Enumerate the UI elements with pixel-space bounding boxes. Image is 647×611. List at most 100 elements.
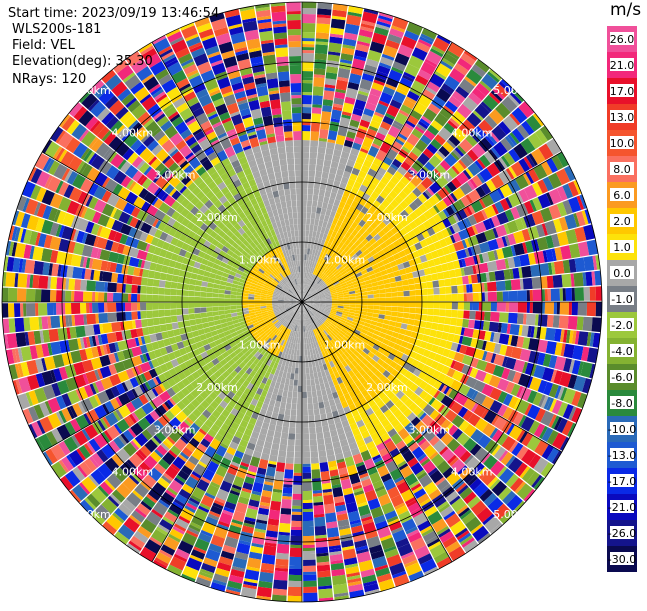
velocity-gate xyxy=(322,105,332,112)
velocity-gate xyxy=(592,317,602,332)
velocity-gate xyxy=(445,286,452,294)
velocity-gate xyxy=(324,401,330,408)
velocity-gate xyxy=(5,272,15,287)
velocity-gate xyxy=(302,125,311,131)
velocity-gate xyxy=(451,286,458,294)
velocity-gate xyxy=(176,303,182,309)
velocity-gate xyxy=(406,273,413,280)
velocity-gate xyxy=(325,512,337,522)
velocity-gate xyxy=(489,272,496,282)
velocity-gate xyxy=(17,273,27,287)
velocity-gate xyxy=(212,307,218,312)
velocity-gate xyxy=(362,299,368,302)
velocity-gate xyxy=(311,207,316,214)
velocity-gate xyxy=(467,293,473,301)
velocity-gate xyxy=(303,434,310,440)
velocity-gate xyxy=(499,333,510,344)
velocity-gate xyxy=(584,287,590,301)
velocity-gate xyxy=(302,350,305,356)
velocity-gate xyxy=(292,500,302,506)
velocity-gate xyxy=(421,308,427,314)
velocity-gate xyxy=(274,571,288,581)
velocity-gate xyxy=(295,362,299,368)
velocity-gate xyxy=(92,259,103,271)
velocity-gate xyxy=(14,303,20,317)
velocity-gate xyxy=(302,224,306,230)
velocity-gate xyxy=(374,302,380,306)
velocity-gate xyxy=(153,279,160,287)
velocity-gate xyxy=(379,289,386,294)
velocity-gate xyxy=(368,298,374,302)
velocity-gate xyxy=(207,282,214,288)
velocity-gate xyxy=(384,283,391,288)
velocity-gate xyxy=(445,310,452,318)
velocity-gate xyxy=(505,280,512,291)
velocity-gate xyxy=(316,426,323,433)
velocity-gate xyxy=(458,294,464,302)
velocity-gate xyxy=(288,433,295,440)
velocity-gate xyxy=(572,288,575,301)
velocity-gate xyxy=(47,303,53,315)
velocity-gate xyxy=(422,302,428,308)
velocity-gate xyxy=(482,302,491,311)
velocity-gate xyxy=(457,285,464,293)
velocity-gate xyxy=(263,545,276,556)
velocity-gate xyxy=(302,68,313,71)
velocity-gate xyxy=(425,322,432,329)
velocity-gate xyxy=(195,280,202,286)
velocity-gate xyxy=(310,373,314,379)
velocity-gate xyxy=(303,416,309,422)
velocity-gate xyxy=(282,390,288,397)
velocity-gate xyxy=(293,386,298,392)
velocity-gate xyxy=(296,428,302,434)
velocity-gate xyxy=(137,285,141,293)
velocity-gate xyxy=(295,440,302,446)
velocity-gate xyxy=(35,303,38,316)
velocity-gate xyxy=(86,303,89,313)
velocity-gate xyxy=(131,285,138,294)
velocity-gate xyxy=(302,200,307,206)
velocity-gate xyxy=(456,277,463,285)
velocity-gate xyxy=(303,554,315,560)
velocity-gate xyxy=(472,283,482,292)
velocity-gate xyxy=(298,380,302,386)
velocity-gate xyxy=(303,551,315,554)
velocity-gate xyxy=(416,302,422,308)
velocity-gate xyxy=(297,344,300,350)
velocity-gate xyxy=(404,307,410,313)
velocity-gate xyxy=(208,321,215,327)
velocity-gate xyxy=(71,303,80,314)
velocity-gate xyxy=(302,170,308,176)
velocity-gate xyxy=(416,296,422,302)
velocity-gate xyxy=(458,302,464,310)
velocity-gate xyxy=(316,432,323,439)
velocity-gate xyxy=(56,303,65,315)
velocity-gate xyxy=(510,324,520,335)
velocity-gate xyxy=(403,285,410,291)
velocity-gate xyxy=(176,296,182,302)
velocity-gate xyxy=(297,398,302,404)
velocity-gate xyxy=(288,385,293,392)
velocity-gate xyxy=(311,385,316,392)
velocity-gate xyxy=(392,292,398,297)
velocity-gate xyxy=(279,523,291,533)
velocity-gate xyxy=(422,295,428,301)
velocity-gate xyxy=(225,310,231,314)
velocity-gate xyxy=(433,309,440,316)
velocity-gate xyxy=(165,316,172,323)
velocity-gate xyxy=(396,317,403,323)
velocity-gate xyxy=(287,391,292,398)
velocity-gate xyxy=(286,457,294,464)
velocity-gate xyxy=(224,290,230,294)
velocity-gate xyxy=(410,308,416,314)
velocity-gate xyxy=(443,325,450,333)
velocity-gate xyxy=(219,311,226,316)
velocity-gate xyxy=(102,323,112,334)
velocity-gate xyxy=(308,403,314,409)
velocity-gate xyxy=(303,572,316,575)
velocity-gate xyxy=(202,322,209,328)
velocity-gate xyxy=(302,38,315,41)
velocity-gate xyxy=(385,288,392,293)
velocity-gate xyxy=(302,404,307,410)
velocity-gate xyxy=(189,314,196,320)
